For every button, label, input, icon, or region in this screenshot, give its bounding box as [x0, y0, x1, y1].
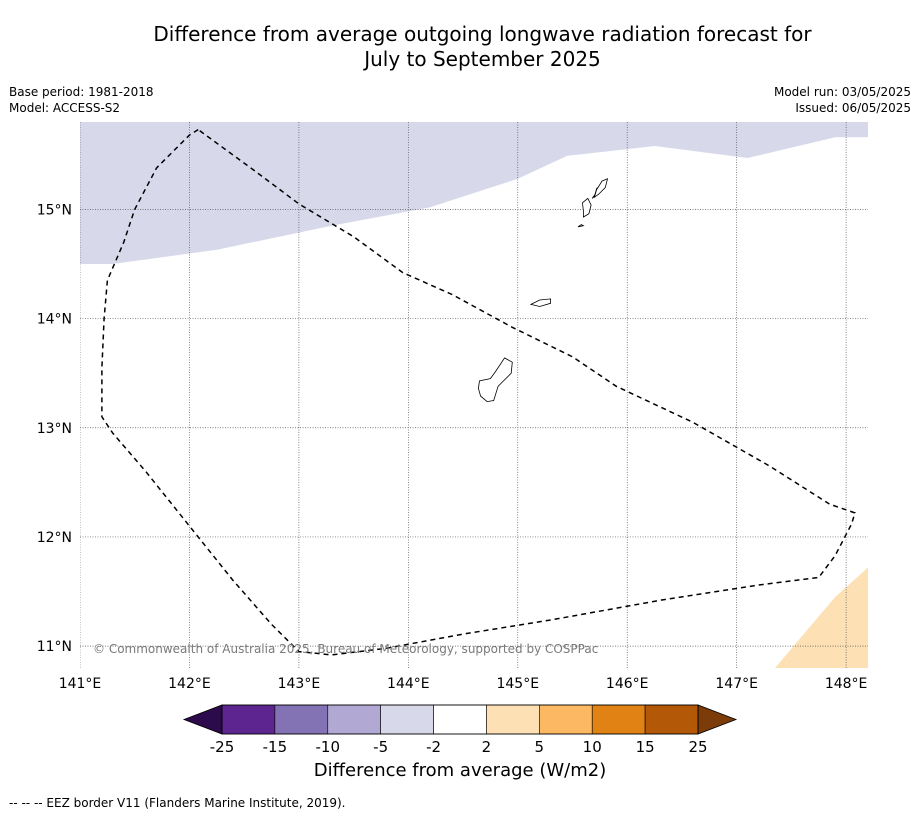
lon-tick-label: 144°E	[387, 676, 430, 692]
colorbar-tick-label: 10	[583, 738, 602, 756]
colorbar-segment	[327, 704, 381, 735]
colorbar-segment	[486, 704, 540, 735]
model-run-label: Model run: 03/05/2025	[773, 85, 911, 99]
lat-tick-label: 11°N	[37, 639, 72, 655]
lon-tick-label: 147°E	[715, 676, 758, 692]
lon-tick-label: 145°E	[496, 676, 539, 692]
title-line-1: Difference from average outgoing longwav…	[153, 22, 812, 46]
colorbar-tick-label: 2	[482, 738, 492, 756]
colorbar-tick-label: -10	[316, 738, 341, 756]
island-rota	[529, 298, 551, 307]
footnote-eez: -- -- -- EEZ border V11 (Flanders Marine…	[9, 796, 346, 810]
colorbar-segment	[539, 704, 593, 735]
colorbar-tick-label: -2	[426, 738, 441, 756]
anomaly-region-1	[775, 567, 868, 668]
plot-area: © Commonwealth of Australia 2025, Bureau…	[80, 122, 868, 668]
island-aguijan	[577, 224, 585, 228]
lon-tick-label: 141°E	[59, 676, 102, 692]
colorbar-segment	[221, 704, 276, 735]
colorbar-under-triangle	[182, 704, 223, 735]
colorbar-tick-label: -5	[373, 738, 388, 756]
colorbar-segment	[433, 704, 487, 735]
chart-title: Difference from average outgoing longwav…	[120, 22, 845, 72]
lon-tick-label: 143°E	[278, 676, 321, 692]
issued-label: Issued: 06/05/2025	[795, 101, 911, 115]
meta-right: Model run: 03/05/2025 Issued: 06/05/2025	[774, 84, 911, 116]
colorbar-tick-label: 5	[535, 738, 545, 756]
colorbar-frame	[221, 704, 699, 735]
colorbar-segment	[274, 704, 329, 735]
lat-tick-label: 13°N	[37, 421, 72, 437]
lon-tick-label: 146°E	[606, 676, 649, 692]
lon-tick-label: 142°E	[168, 676, 211, 692]
base-period-label: Base period: 1981-2018	[9, 85, 154, 99]
colorbar-tick-label: 15	[636, 738, 655, 756]
colorbar-segment	[591, 704, 646, 735]
lat-tick-label: 12°N	[37, 530, 72, 546]
colorbar-tick-label: -25	[210, 738, 235, 756]
title-line-2: July to September 2025	[364, 47, 601, 71]
lat-tick-label: 15°N	[37, 202, 72, 218]
model-label: Model: ACCESS-S2	[9, 101, 121, 115]
island-tinian	[581, 197, 592, 218]
anomaly-region-0	[80, 122, 868, 264]
lon-tick-label: 148°E	[825, 676, 868, 692]
eez-border-line	[101, 128, 856, 656]
colorbar-title: Difference from average (W/m2)	[313, 760, 607, 781]
island-saipan	[593, 178, 609, 199]
colorbar-tick-label: -15	[263, 738, 288, 756]
colorbar-segment	[644, 704, 699, 735]
lat-tick-label: 14°N	[37, 312, 72, 328]
colorbar-over-triangle	[697, 704, 738, 735]
meta-left: Base period: 1981-2018 Model: ACCESS-S2	[9, 84, 154, 116]
island-guam	[477, 357, 513, 403]
colorbar-segment	[380, 704, 434, 735]
copyright-text: © Commonwealth of Australia 2025, Bureau…	[93, 642, 598, 656]
colorbar-tick-label: 25	[688, 738, 707, 756]
